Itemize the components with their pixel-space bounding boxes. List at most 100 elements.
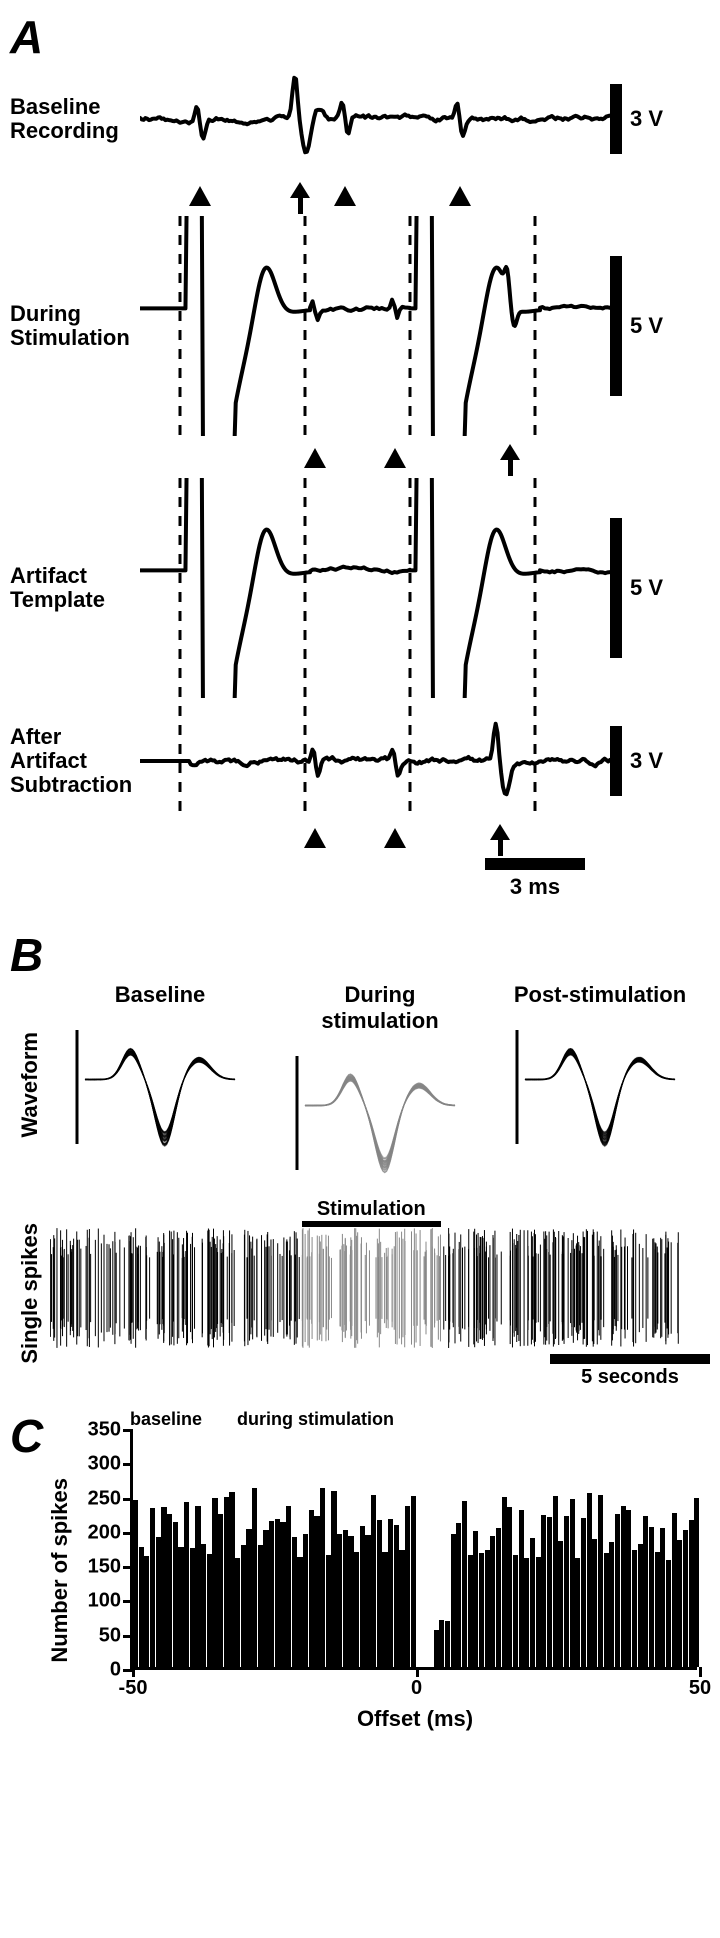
- histogram-bar: [252, 1488, 257, 1667]
- histogram-bar: [235, 1558, 240, 1667]
- histogram-bar: [694, 1498, 699, 1667]
- histogram-bar: [326, 1555, 331, 1667]
- histogram-bar: [292, 1537, 297, 1667]
- histogram-bar: [360, 1526, 365, 1667]
- trace-svg: [140, 706, 610, 816]
- scale-label: 3 V: [630, 106, 663, 132]
- histogram-bar: [456, 1523, 461, 1667]
- histogram-bar: [201, 1544, 206, 1667]
- panel-a: A Baseline Recording3 VDuring Stimulatio…: [10, 10, 710, 908]
- histogram-bar: [263, 1530, 268, 1667]
- histogram-bar: [575, 1558, 580, 1667]
- arrow-icon: [498, 838, 503, 856]
- histogram-bar: [558, 1541, 563, 1667]
- histogram-bar: [530, 1538, 535, 1667]
- histogram-bar: [133, 1500, 138, 1667]
- histogram-bar: [139, 1547, 144, 1667]
- scale-bar: [610, 726, 622, 796]
- histogram-bar: [178, 1547, 183, 1667]
- spike-area: Stimulation 5 seconds: [50, 1198, 710, 1389]
- histogram-bar: [184, 1502, 189, 1667]
- waveform-row: Waveform BaselineDuring stimulationPost-…: [10, 982, 710, 1188]
- ytick-label: 100: [88, 1590, 133, 1613]
- histogram-bar: [280, 1522, 285, 1667]
- histogram-bar: [689, 1520, 694, 1667]
- stimulation-bar: [302, 1221, 441, 1227]
- arrowhead-icon: [384, 448, 406, 468]
- stimulation-label: Stimulation: [302, 1198, 441, 1221]
- waveform-title: Baseline: [50, 982, 270, 1008]
- trace-row-2: Artifact Template 5 V: [10, 478, 710, 698]
- histogram-bar: [626, 1510, 631, 1667]
- trace-svg: [140, 64, 610, 174]
- histogram-bar: [541, 1515, 546, 1667]
- arrow-icon: [298, 196, 303, 214]
- histogram-bar: [524, 1558, 529, 1667]
- arrowhead-icon: [304, 828, 326, 848]
- histogram-bar: [371, 1495, 376, 1667]
- panel-c-chart: 050100150200250300350-50050: [130, 1430, 697, 1670]
- marker-row: [140, 444, 610, 478]
- waveform-ylabel: Waveform: [17, 1032, 43, 1138]
- histogram-bar: [212, 1498, 217, 1667]
- histogram-bar: [660, 1528, 665, 1667]
- histogram-bar: [683, 1530, 688, 1667]
- marker-row: [140, 182, 610, 216]
- histogram-bar: [604, 1553, 609, 1667]
- trace-row-label: Artifact Template: [10, 564, 140, 612]
- histogram-bar: [411, 1496, 416, 1667]
- scale-label: 5 V: [630, 313, 663, 339]
- histogram-bar: [502, 1497, 507, 1667]
- arrowhead-icon: [449, 186, 471, 206]
- histogram-bar: [672, 1513, 677, 1667]
- histogram-bar: [609, 1542, 614, 1667]
- histogram-bar: [553, 1496, 558, 1667]
- histogram-bar: [445, 1621, 450, 1667]
- histogram-bar: [229, 1492, 234, 1667]
- histogram-bar: [161, 1507, 166, 1667]
- waveform-cell: Baseline: [50, 982, 270, 1188]
- histogram-bar: [468, 1555, 473, 1667]
- marker-row: [140, 824, 610, 858]
- histogram-bar: [451, 1534, 456, 1667]
- histogram-bar: [246, 1529, 251, 1667]
- waveform-svg: [65, 1012, 255, 1162]
- panel-c: C Number of spikes baseline during stimu…: [10, 1409, 710, 1732]
- waveform-title: During stimulation: [270, 982, 490, 1034]
- histogram-bar: [309, 1510, 314, 1667]
- figure-root: A Baseline Recording3 VDuring Stimulatio…: [0, 0, 720, 1752]
- histogram-bar: [632, 1550, 637, 1667]
- trace-row-label: During Stimulation: [10, 302, 140, 350]
- ytick-label: 250: [88, 1487, 133, 1510]
- histogram-bar: [286, 1506, 291, 1667]
- histogram-bar: [496, 1528, 501, 1667]
- histogram-bar: [564, 1516, 569, 1667]
- panel-b-time-scale-bar: [550, 1354, 710, 1364]
- histogram-bar: [218, 1514, 223, 1667]
- histogram-bar: [394, 1525, 399, 1667]
- histogram-bar: [156, 1537, 161, 1667]
- arrowhead-icon: [334, 186, 356, 206]
- waveform-svg: [505, 1012, 695, 1162]
- histogram-bar: [207, 1554, 212, 1667]
- time-scale-label: 3 ms: [485, 874, 585, 900]
- scale-bar: [610, 256, 622, 396]
- arrowhead-icon: [189, 186, 211, 206]
- spikes-ylabel: Single spikes: [17, 1223, 43, 1364]
- histogram-bar: [621, 1506, 626, 1667]
- xtick-label: -50: [119, 1667, 148, 1700]
- histogram-bar: [677, 1540, 682, 1667]
- waveform-title: Post-stimulation: [490, 982, 710, 1008]
- histogram-bar: [241, 1545, 246, 1667]
- histogram-bar: [382, 1552, 387, 1667]
- panel-c-label: C: [10, 1409, 40, 1463]
- arrow-icon: [508, 458, 513, 476]
- ytick-label: 50: [99, 1624, 133, 1647]
- time-scale-bar: [485, 858, 585, 870]
- panel-c-title: baseline during stimulation: [130, 1409, 700, 1430]
- histogram-bar: [354, 1552, 359, 1667]
- scale-label: 5 V: [630, 575, 663, 601]
- histogram-bar: [462, 1501, 467, 1667]
- histogram-bar: [638, 1544, 643, 1667]
- waveform-cell: During stimulation: [270, 982, 490, 1188]
